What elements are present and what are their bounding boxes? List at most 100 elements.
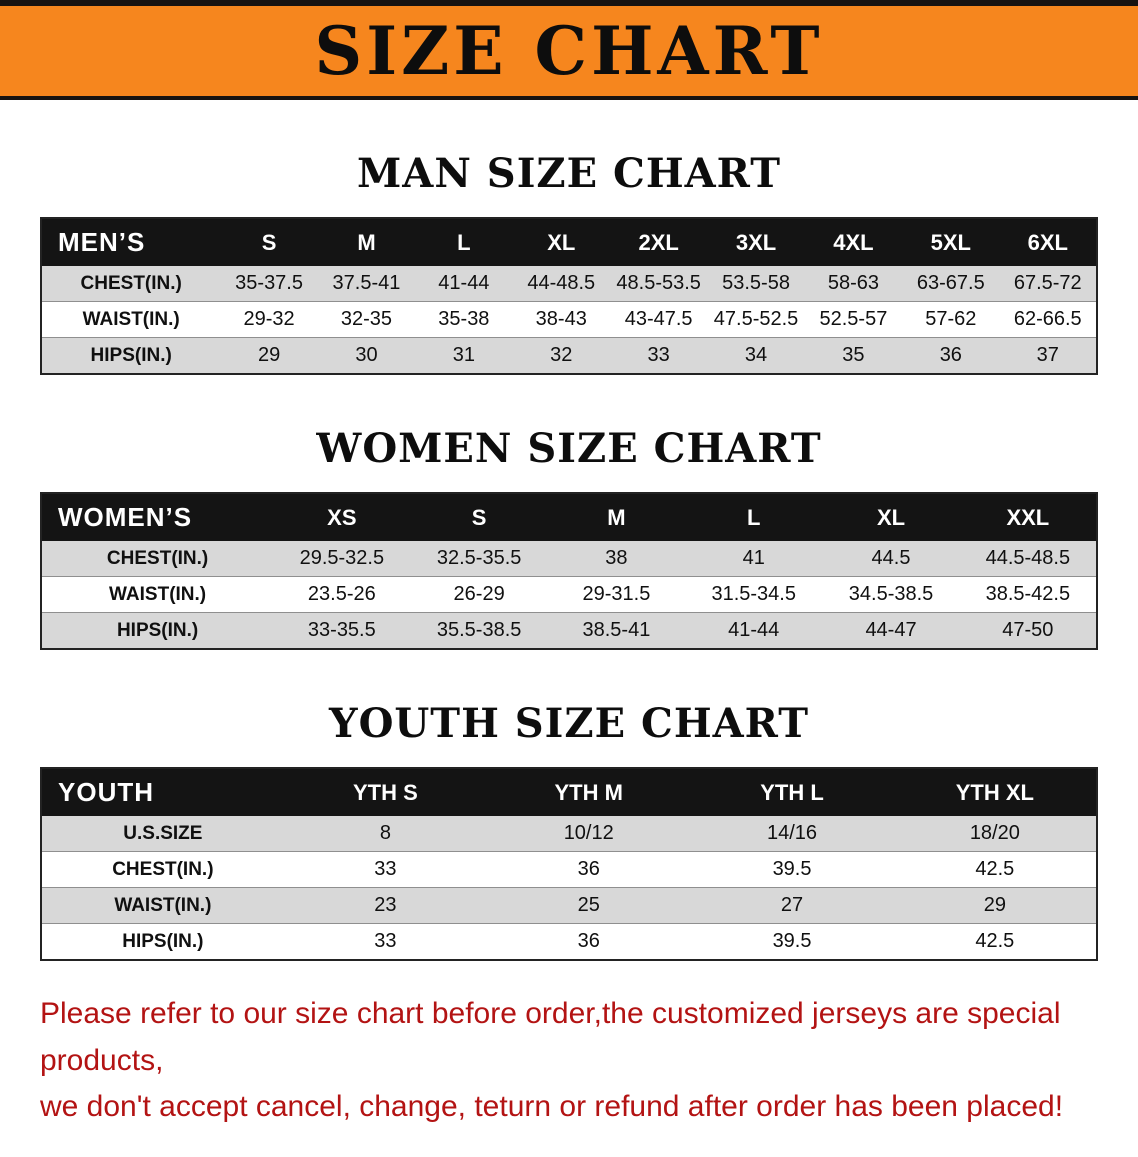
value-cell: 62-66.5 [1013,308,1082,330]
table-row: U.S.SIZE 8 10/12 14/16 18/20 [41,816,1097,852]
table-row: HIPS(IN.) 29 30 31 32 33 34 35 36 37 [41,337,1097,374]
value-cell: 35-37.5 [235,272,303,294]
value-cell: 47.5-52.5 [713,308,799,330]
size-header-cell: YTH XL [893,768,1097,816]
footer-disclaimer-line2: we don't accept cancel, change, teturn o… [40,1090,1064,1123]
value-cell: 41 [742,547,765,569]
size-header-cell: YTH S [283,768,488,816]
table-title-cell: YOUTH [41,768,284,816]
value-cell: 42.5 [975,858,1015,880]
row-label: WAIST(IN.) [109,583,207,605]
size-header-cell: L [415,218,513,266]
value-cell: 53.5-58 [722,272,790,294]
footer-disclaimer-line1: Please refer to our size chart before or… [40,997,1061,1077]
size-header-cell: M [317,218,416,266]
youth-size-table: YOUTH YTH S YTH M YTH L YTH XL U.S.SIZE 8 10/12… [40,767,1098,961]
value-cell: 38-43 [535,308,587,330]
size-header-cell: 6XL [999,218,1097,266]
size-header-cell: YTH M [487,768,691,816]
row-label: CHEST(IN.) [112,858,214,880]
value-cell: 52.5-57 [819,308,888,330]
size-header-cell: 2XL [609,218,708,266]
value-cell: 25 [577,894,600,916]
value-cell: 18/20 [969,822,1020,844]
value-cell: 42.5 [975,930,1015,952]
value-cell: 41-44 [438,272,490,294]
value-cell: 8 [379,822,391,844]
women-section-heading: WOMEN SIZE CHART [316,425,822,472]
value-cell: 36 [939,344,962,366]
value-cell: 48.5-53.5 [616,272,701,294]
table-row: WAIST(IN.) 23.5-26 26-29 29-31.5 31.5-34.5 34… [41,576,1097,613]
size-header-cell: 5XL [902,218,1000,266]
value-cell: 33 [374,930,397,952]
value-cell: 57-62 [925,308,977,330]
size-header-cell: XXL [959,493,1097,541]
value-cell: 43-47.5 [624,308,693,330]
size-header-cell: 4XL [804,218,903,266]
row-label: HIPS(IN.) [122,930,204,952]
table-header-row: MEN’S S M L XL 2XL 3XL 4XL 5XL 6XL [41,218,1097,266]
value-cell: 63-67.5 [916,272,985,294]
value-cell: 38.5-41 [582,619,651,641]
size-header-cell: 3XL [707,218,805,266]
row-label: U.S.SIZE [123,822,203,844]
men-section-heading: MAN SIZE CHART [357,150,781,197]
value-cell: 35 [842,344,865,366]
value-cell: 33-35.5 [307,619,376,641]
value-cell: 41-44 [728,619,780,641]
value-cell: 31 [452,344,475,366]
women-size-table: WOMEN’S XS S M L XL XXL CHEST(IN.) 29.5-32.5 32.5… [40,492,1098,650]
value-cell: 35-38 [438,308,490,330]
row-label: CHEST(IN.) [80,272,182,294]
footer-disclaimer: Please refer to our size chart before or… [40,991,1100,1131]
row-label: WAIST(IN.) [82,308,180,330]
row-label: CHEST(IN.) [106,547,209,569]
table-row: HIPS(IN.) 33 36 39.5 42.5 [41,923,1097,960]
value-cell: 37 [1036,344,1059,366]
value-cell: 47-50 [1002,619,1054,641]
size-header-cell: YTH L [690,768,894,816]
value-cell: 37.5-41 [332,272,401,294]
value-cell: 32-35 [340,308,393,330]
value-cell: 33 [374,858,397,880]
youth-size-section: YOUTH SIZE CHART YOUTH YTH S YTH M YTH L YTH… [0,700,1138,961]
value-cell: 27 [780,894,804,916]
table-header-row: WOMEN’S XS S M L XL XXL [41,493,1097,541]
value-cell: 33 [647,344,670,366]
value-cell: 44.5 [871,547,911,569]
value-cell: 38.5-42.5 [985,583,1071,605]
table-title-cell: WOMEN’S [41,493,274,541]
youth-section-heading: YOUTH SIZE CHART [329,700,809,747]
value-cell: 38 [605,547,628,569]
value-cell: 32.5-35.5 [436,547,522,569]
value-cell: 58-63 [827,272,879,294]
value-cell: 44-48.5 [527,272,596,294]
value-cell: 67.5-72 [1013,272,1082,294]
value-cell: 14/16 [767,822,818,844]
value-cell: 30 [355,344,378,366]
row-label: HIPS(IN.) [116,619,199,641]
table-row: CHEST(IN.) 29.5-32.5 32.5-35.5 38 41 44.5 44.5… [41,541,1097,577]
value-cell: 26-29 [453,583,505,605]
value-cell: 23.5-26 [307,583,376,605]
size-header-cell: M [547,493,686,541]
women-size-section: WOMEN SIZE CHART WOMEN’S XS S M L XL XXL CHEST(… [0,425,1138,650]
table-row: CHEST(IN.) 35-37.5 37.5-41 41-44 44-48.5 48.5… [41,266,1097,302]
value-cell: 36 [577,858,600,880]
value-cell: 23 [374,894,397,916]
table-header-row: YOUTH YTH S YTH M YTH L YTH XL [41,768,1097,816]
value-cell: 29-32 [243,308,295,330]
value-cell: 10/12 [563,822,614,844]
value-cell: 29 [257,344,281,366]
table-row: CHEST(IN.) 33 36 39.5 42.5 [41,851,1097,888]
value-cell: 34.5-38.5 [848,583,934,605]
size-header-cell: S [410,493,548,541]
size-header-cell: L [685,493,823,541]
value-cell: 29 [983,894,1006,916]
table-title-cell: MEN’S [41,218,221,266]
value-cell: 36 [577,930,600,952]
size-chart-banner: SIZE CHART [0,0,1138,100]
value-cell: 29-31.5 [582,583,651,605]
